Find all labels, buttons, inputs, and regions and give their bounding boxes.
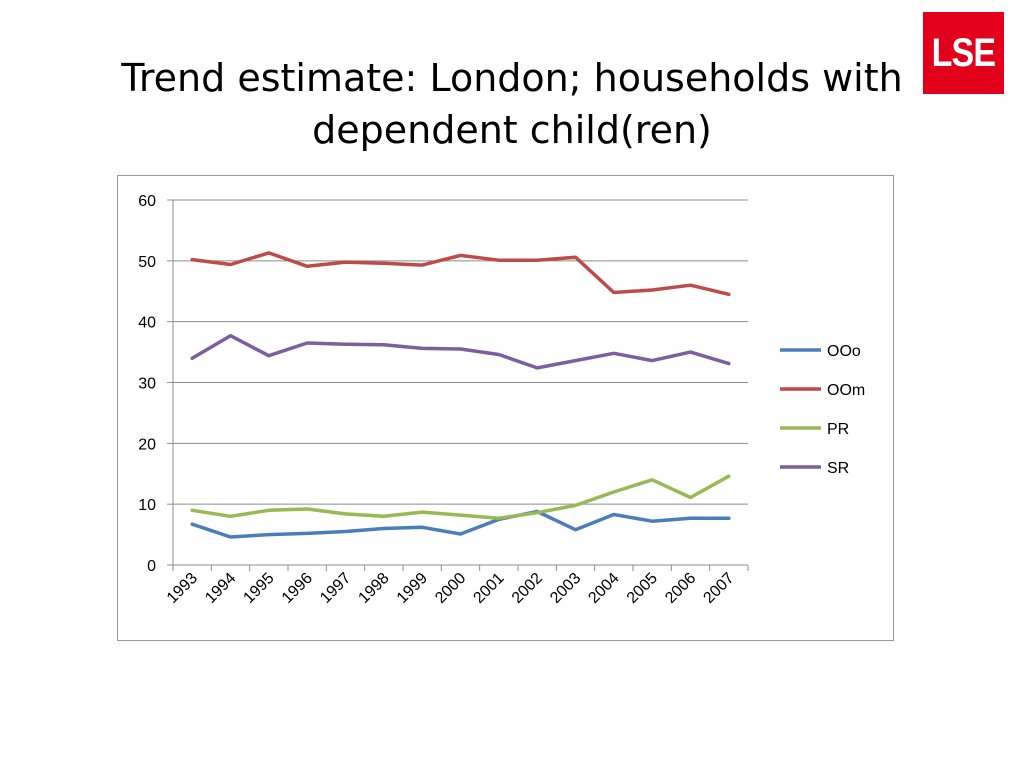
legend-label-ooo: OOo bbox=[827, 343, 861, 360]
legend-label-oom: OOm bbox=[827, 382, 865, 399]
x-tick-label: 2007 bbox=[700, 570, 737, 607]
gridlines bbox=[167, 199, 748, 566]
slide-title-line-2: dependent child(ren) bbox=[312, 108, 712, 152]
x-tick-label: 1995 bbox=[240, 570, 277, 607]
x-axis-ticks: 1993 1994 1995 1996 1997 1998 1999 2000 2001 2002… bbox=[164, 570, 738, 607]
legend-label-pr: PR bbox=[827, 421, 849, 438]
x-tick-label: 2005 bbox=[624, 570, 661, 607]
series-line-oom bbox=[190, 251, 731, 297]
y-tick-label: 50 bbox=[138, 254, 156, 271]
y-tick-label: 0 bbox=[147, 558, 156, 575]
slide-title: Trend estimate: London; households with … bbox=[120, 52, 904, 156]
x-tick-label: 1998 bbox=[355, 570, 392, 607]
x-tick-label: 1994 bbox=[202, 570, 239, 607]
x-tick-label: 1997 bbox=[317, 570, 354, 607]
y-tick-label: 60 bbox=[138, 193, 156, 210]
x-tick-label: 1993 bbox=[164, 570, 201, 607]
line-chart: 0 10 20 30 40 50 60 1993 1994 1995 1996 1997 1998 19… bbox=[138, 193, 865, 607]
x-tick-label: 1996 bbox=[279, 570, 316, 607]
axes bbox=[172, 200, 749, 571]
y-tick-label: 20 bbox=[138, 436, 156, 453]
x-tick-label: 2004 bbox=[585, 570, 622, 607]
legend-label-sr: SR bbox=[827, 460, 849, 477]
slide-title-line-1: Trend estimate: London; households with bbox=[121, 56, 903, 100]
series-line-pr bbox=[190, 474, 731, 520]
x-tick-label: 2006 bbox=[662, 570, 699, 607]
y-tick-label: 40 bbox=[138, 315, 156, 332]
x-tick-label: 2001 bbox=[470, 570, 507, 607]
x-tick-label: 2003 bbox=[547, 570, 584, 607]
lse-logo: LSE bbox=[923, 12, 1004, 94]
x-tick-label: 2002 bbox=[509, 570, 546, 607]
y-tick-label: 30 bbox=[138, 376, 156, 393]
legend: OOo OOm PR SR bbox=[780, 343, 865, 477]
x-tick-label: 1999 bbox=[394, 570, 431, 607]
series-line-sr bbox=[190, 333, 731, 370]
series-line-ooo bbox=[190, 509, 731, 539]
x-tick-label: 2000 bbox=[432, 570, 469, 607]
y-tick-label: 10 bbox=[138, 497, 156, 514]
lse-logo-text: LSE bbox=[931, 30, 996, 75]
series-lines bbox=[190, 251, 731, 539]
chart-frame: 0 10 20 30 40 50 60 1993 1994 1995 1996 1997 1998 19… bbox=[117, 175, 894, 641]
y-axis-ticks: 0 10 20 30 40 50 60 bbox=[138, 193, 156, 575]
